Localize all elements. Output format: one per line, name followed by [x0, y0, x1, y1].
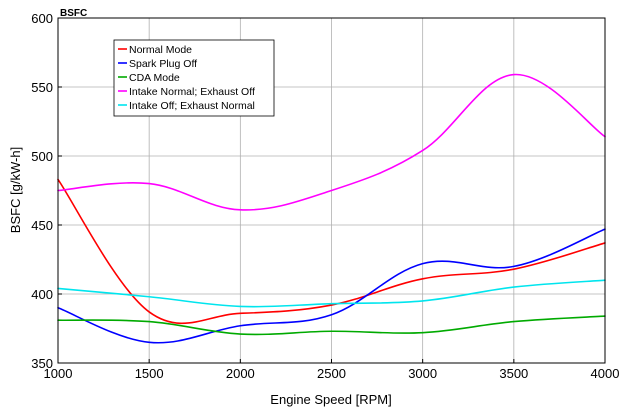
x-tick-label: 4000 [591, 366, 620, 381]
x-tick-label: 2500 [317, 366, 346, 381]
x-tick-label: 2000 [226, 366, 255, 381]
y-tick-label: 500 [31, 149, 53, 164]
legend-label: Intake Off; Exhaust Normal [129, 100, 255, 112]
x-tick-label: 1500 [135, 366, 164, 381]
y-tick-label: 550 [31, 80, 53, 95]
series-line-1 [57, 178, 606, 325]
x-axis-ticks: 1000 1500 2000 2500 3000 3500 4000 [44, 359, 620, 381]
x-tick-label: 3500 [499, 366, 528, 381]
series-line-2 [57, 228, 606, 344]
legend-box [113, 39, 275, 117]
series-line-3 [57, 315, 606, 336]
series-layer [57, 73, 606, 344]
y-tick-label: 450 [31, 218, 53, 233]
y-axis-ticks: 350 400 450 500 550 600 [31, 11, 62, 371]
y-axis-label: BSFC [g/kW-h] [8, 147, 23, 233]
chart-title: BSFC [60, 8, 87, 19]
y-tick-label: 350 [31, 356, 53, 371]
series-line-5 [57, 279, 606, 308]
legend-label: Normal Mode [129, 44, 192, 56]
legend-label: Intake Normal; Exhaust Off [129, 86, 255, 98]
y-tick-label: 400 [31, 287, 53, 302]
y-tick-label: 600 [31, 11, 53, 26]
legend-label: CDA Mode [129, 72, 180, 84]
x-axis-label: Engine Speed [RPM] [270, 392, 391, 407]
legend-label: Spark Plug Off [129, 58, 197, 70]
x-tick-label: 3000 [408, 366, 437, 381]
x-tick-label: 1000 [44, 366, 73, 381]
legend: Normal Mode Spark Plug Off CDA Mode Intake … [113, 39, 275, 117]
series-line-4 [57, 73, 606, 211]
